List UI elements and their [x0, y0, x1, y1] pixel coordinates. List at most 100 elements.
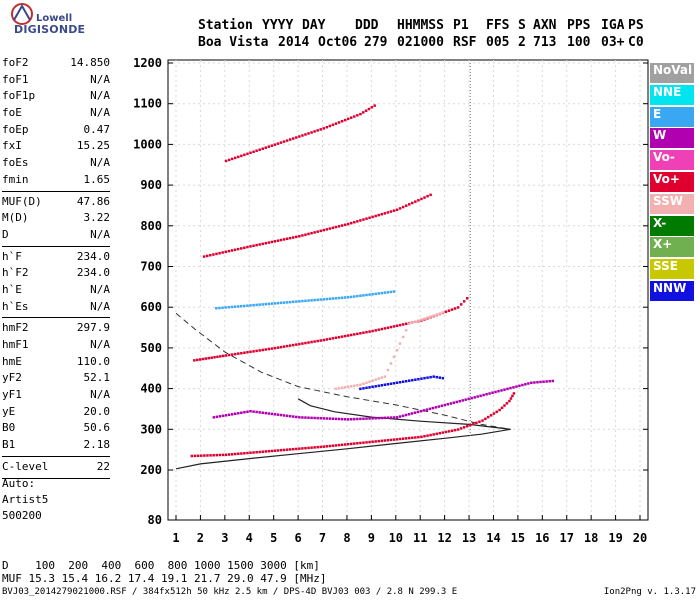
- trace-point: [417, 199, 420, 202]
- trace-point: [365, 293, 368, 297]
- trace-point: [246, 410, 249, 413]
- trace-point: [423, 435, 426, 438]
- trace-point: [444, 310, 448, 314]
- x-tick-label: 11: [413, 531, 427, 545]
- trace-point: [395, 208, 399, 212]
- trace-point: [334, 336, 338, 340]
- autoscaling-info: Auto: Artist5 500200: [2, 476, 48, 524]
- trace-point: [218, 415, 222, 418]
- trace-point: [210, 356, 213, 359]
- x-tick-label: 8: [343, 531, 350, 545]
- trace-point: [367, 107, 371, 111]
- trace-point: [420, 435, 423, 439]
- trace-point: [407, 413, 411, 416]
- trace-point: [285, 237, 289, 241]
- x-tick-label: 7: [319, 531, 326, 545]
- trace-point: [298, 135, 301, 138]
- trace-point: [319, 445, 322, 449]
- hdr-ffs-value: 005: [486, 35, 510, 50]
- trace-point: [386, 438, 390, 442]
- y-tick-label: 200: [140, 463, 162, 477]
- trace-point: [246, 304, 249, 307]
- trace-point: [377, 377, 380, 380]
- trace-point: [288, 236, 292, 240]
- trace-point: [276, 346, 280, 349]
- trace-point: [343, 443, 347, 446]
- trace-point: [392, 416, 396, 419]
- trace-point: [350, 295, 353, 299]
- hdr-yyyy-value: 2014: [278, 35, 310, 50]
- trace-point: [328, 297, 332, 301]
- hdr-ps-value: C0: [628, 35, 644, 50]
- hdr-pps-value: 100: [567, 35, 591, 50]
- param-value: 14.850: [70, 56, 110, 69]
- trace-point: [395, 324, 399, 328]
- legend-item: NNE: [650, 84, 694, 105]
- param-key: C-level: [2, 459, 49, 473]
- trace-point: [410, 412, 414, 415]
- trace-point: [307, 299, 310, 302]
- trace-point: [365, 381, 368, 384]
- trace-point: [337, 225, 341, 228]
- trace-point: [331, 417, 335, 420]
- trace-point: [365, 441, 368, 444]
- hdr-station-label: Station: [198, 18, 253, 33]
- trace-point: [498, 408, 501, 412]
- trace-point: [298, 342, 301, 346]
- trace-point: [386, 368, 390, 372]
- trace-point: [446, 403, 450, 406]
- trace-point: [464, 398, 467, 401]
- trace-point: [307, 132, 310, 135]
- param-row: M(D) 3.22: [2, 210, 110, 227]
- trace-point: [506, 387, 509, 391]
- auto-version: 500200: [2, 509, 42, 522]
- x-tick-label: 3: [221, 531, 228, 545]
- trace-point: [380, 327, 384, 331]
- trace-point: [258, 450, 261, 454]
- trace-point: [383, 327, 387, 330]
- y-tick-label: 1200: [133, 56, 162, 70]
- trace-point: [395, 381, 399, 384]
- trace-point: [301, 416, 304, 419]
- profile-solid-line: [175, 398, 511, 470]
- trace-point: [475, 421, 478, 425]
- trace-point: [295, 415, 298, 419]
- param-key: foEp: [2, 122, 29, 136]
- trace-point: [374, 416, 377, 420]
- param-row: foEp 0.47: [2, 122, 110, 139]
- trace-point: [509, 397, 513, 400]
- profile-dashed-line: [175, 312, 511, 430]
- trace-point: [346, 296, 350, 299]
- trace-point: [401, 205, 405, 209]
- trace-point: [374, 214, 377, 218]
- trace-point: [230, 305, 234, 309]
- trace-point: [313, 231, 316, 234]
- trace-point: [404, 413, 408, 417]
- trace-point: [343, 417, 347, 421]
- trace-point: [368, 440, 371, 444]
- trace-point: [456, 428, 460, 431]
- x-tick-label: 17: [560, 531, 574, 545]
- hdr-p1-label: P1: [453, 18, 469, 33]
- trace-point: [325, 297, 329, 301]
- param-value: 47.86: [76, 194, 110, 208]
- y-tick-label: 1100: [133, 97, 162, 111]
- param-key: hmF2: [2, 321, 29, 335]
- trace-point: [340, 443, 344, 447]
- footer-file-info: BVJ03_2014279021000.RSF / 384fx512h 50 k…: [2, 587, 458, 597]
- trace-point: [319, 339, 322, 342]
- trace-point: [392, 209, 396, 212]
- hdr-iga-label: IGA: [601, 18, 625, 33]
- trace-point: [224, 159, 228, 163]
- param-value: 297.9: [76, 321, 110, 335]
- trace-point: [476, 395, 479, 398]
- logo-emblem-icon: [11, 3, 33, 25]
- legend-item: E: [650, 106, 694, 127]
- param-key: foF1: [2, 72, 29, 86]
- trace-point: [292, 415, 295, 418]
- trace-point: [230, 157, 234, 161]
- trace-point: [316, 339, 319, 343]
- trace-point: [209, 253, 212, 257]
- trace-point: [246, 245, 249, 249]
- trace-point: [267, 302, 271, 306]
